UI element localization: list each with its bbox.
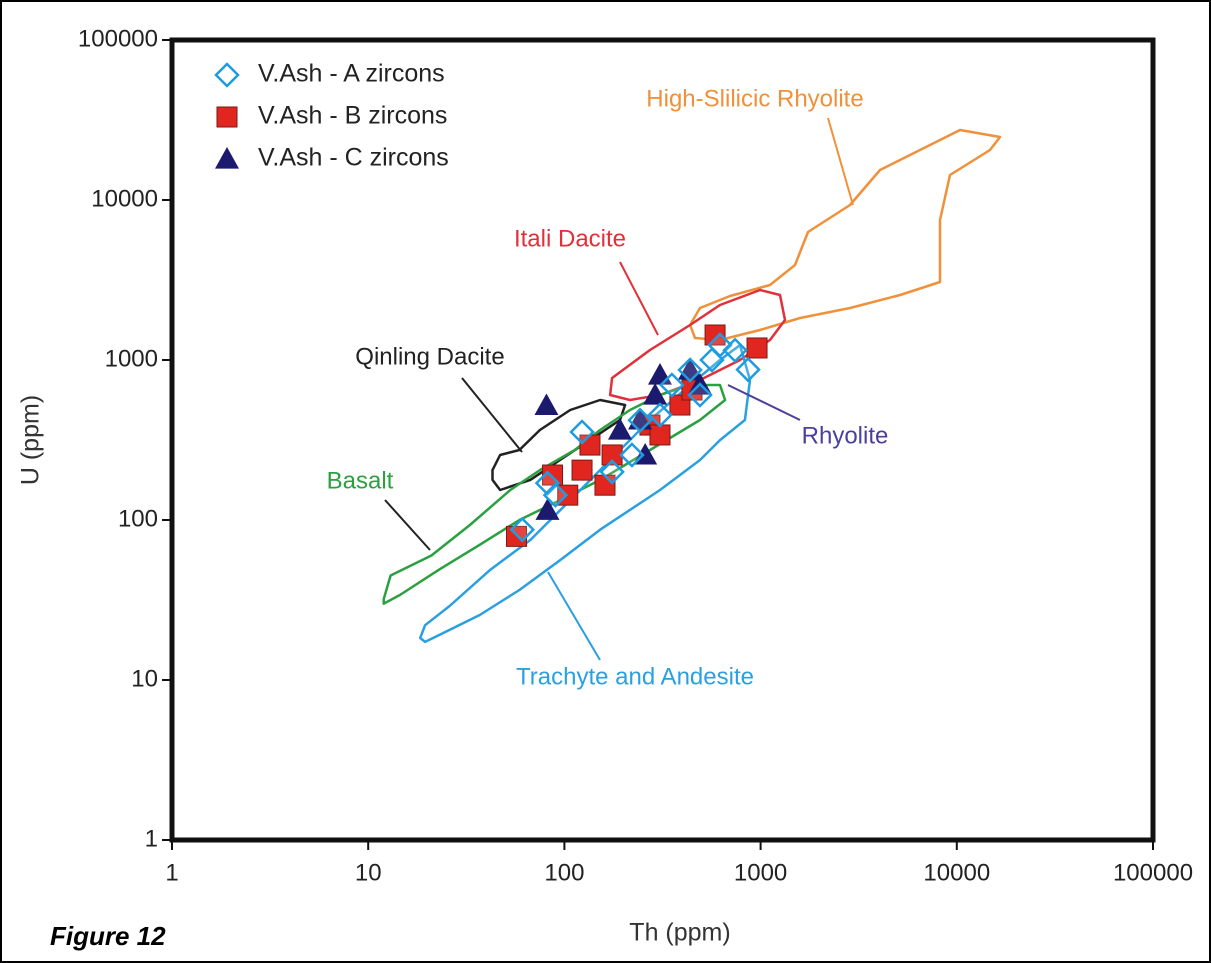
region-label: Qinling Dacite (355, 343, 504, 370)
region-label: Basalt (327, 467, 394, 494)
y-axis-label: U (ppm) (17, 395, 45, 485)
triangle-marker (535, 498, 560, 520)
legend: V.Ash - A zircons V.Ash - B zircons V.Ash … (214, 60, 449, 172)
triangle-marker (607, 418, 632, 440)
diamond-marker (677, 357, 703, 383)
y-tick-label: 10 (131, 665, 158, 692)
legend-label: V.Ash - C zircons (258, 144, 449, 172)
y-tick-label: 100 (118, 505, 158, 532)
y-tick-label: 1000 (105, 345, 158, 372)
diamond-marker (687, 382, 713, 408)
diamond-marker (569, 419, 595, 445)
plot-frame (169, 37, 1156, 843)
leader-line (384, 499, 431, 551)
region-label: High-Slilicic Rhyolite (646, 85, 863, 112)
diamond-marker (707, 332, 733, 358)
points (506, 324, 768, 547)
leader-line (547, 571, 601, 661)
x-tick-label: 100000 (1113, 859, 1193, 886)
square-marker (746, 337, 768, 359)
triangle-marker (534, 393, 559, 416)
square-marker (571, 459, 593, 481)
leader-line (727, 384, 801, 421)
leader-line (827, 117, 854, 206)
square-marker (542, 464, 564, 486)
legend-label: V.Ash - B zircons (258, 102, 447, 130)
x-tick-label: 1 (165, 859, 178, 886)
diamond-marker (659, 372, 685, 398)
region-outline (688, 128, 1002, 342)
legend-marker (215, 147, 239, 169)
leader-line (461, 377, 523, 453)
square-marker (649, 424, 671, 446)
x-axis-label: Th (ppm) (629, 919, 730, 947)
figure-caption: Figure 12 (50, 921, 166, 951)
x-tick-label: 100 (544, 859, 584, 886)
square-marker (704, 324, 726, 346)
region-label: Trachyte and Andesite (516, 663, 754, 690)
y-tick-label: 10000 (91, 185, 158, 212)
regions: High-Slilicic Rhyolite Itali Dacite Qinlin… (327, 85, 1002, 690)
diamond-marker (509, 516, 536, 543)
x-tick-label: 10000 (923, 859, 990, 886)
diamond-marker (599, 459, 625, 485)
region-label: Itali Dacite (514, 225, 626, 252)
y-tick-label: 100000 (78, 25, 158, 52)
legend-marker (214, 62, 240, 88)
x-tick-label: 1000 (734, 859, 787, 886)
leader-line (619, 261, 659, 336)
leader-lines (384, 117, 854, 661)
diamond-marker (722, 337, 748, 364)
diamond-marker (627, 407, 653, 434)
y-tick-label: 1 (145, 825, 158, 852)
diamond-marker (542, 482, 569, 508)
diamond-marker (647, 402, 673, 428)
region-outline (382, 383, 727, 605)
diamond-marker (735, 356, 761, 383)
annotation: Rhyolite (802, 422, 889, 449)
diamond-marker (619, 442, 645, 468)
legend-label: V.Ash - A zircons (258, 60, 445, 88)
legend-marker (216, 106, 238, 128)
x-tick-label: 10 (355, 859, 382, 886)
triangle-marker (643, 383, 668, 405)
diamond-marker (534, 470, 561, 496)
region-outline (491, 398, 627, 492)
